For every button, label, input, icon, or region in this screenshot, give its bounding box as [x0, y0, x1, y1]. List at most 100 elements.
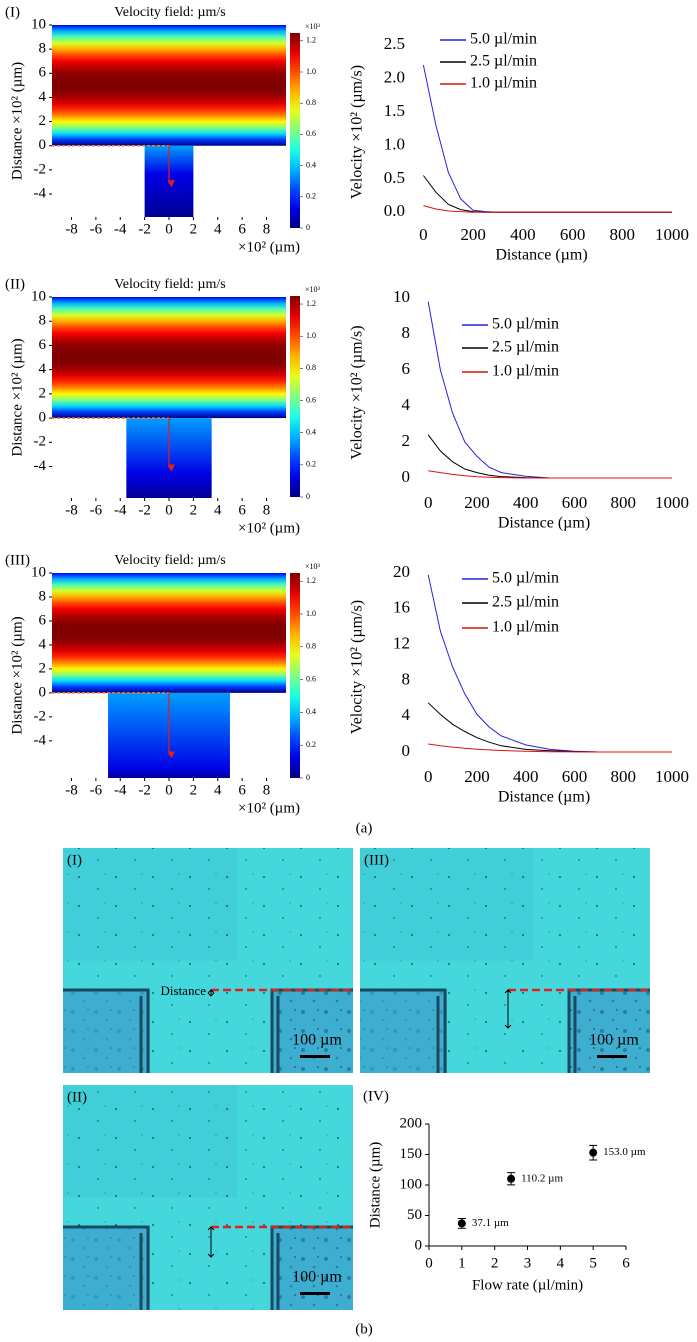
y-tick-label: 8 [39, 313, 47, 329]
micrograph: (II) 100 µm [63, 1085, 353, 1310]
colorbar-tick-label: 0.2 [306, 192, 316, 201]
legend-label: 1.0 µl/min [492, 619, 559, 636]
colorbar-tick-label: 0.2 [306, 460, 316, 469]
data-point [457, 1219, 466, 1228]
legend-label: 2.5 µl/min [470, 53, 537, 70]
panel-label: (II) [67, 1089, 87, 1105]
series-line [422, 64, 672, 213]
x-tick-label: -6 [90, 502, 103, 518]
data-label: 37.1 µm [472, 1217, 509, 1229]
y-tick-label: 6 [39, 65, 47, 81]
panel-label: (I) [67, 852, 82, 868]
x-tick-label: -4 [114, 221, 127, 237]
x-tick-label: 6 [622, 1255, 630, 1271]
x-tick-label: 2 [190, 221, 198, 237]
y-tick-label: 0 [402, 741, 411, 760]
y-tick-label: 200 [400, 1115, 423, 1131]
y-tick-label: 0 [39, 410, 47, 426]
wall-texture [63, 990, 150, 1073]
y-axis-label: Distance ×10² (µm) [9, 338, 25, 456]
y-tick-label: 0 [39, 684, 47, 700]
distance-arrow [207, 1226, 215, 1258]
y-tick-label: 10 [393, 287, 410, 306]
legend-label: 1.0 µl/min [492, 363, 559, 380]
colorbar-label: ×10³ [305, 22, 321, 31]
panel-label: (III) [364, 852, 389, 868]
micrograph: (I) Distance 100 µm [63, 848, 353, 1073]
colorbar-tick-label: 0.4 [306, 160, 316, 169]
y-tick-label: 0 [415, 1237, 423, 1253]
y-tick-label: 10 [31, 16, 46, 32]
y-tick-label: 16 [393, 598, 410, 617]
x-tick-label: -8 [65, 221, 78, 237]
y-tick-label: 6 [402, 359, 411, 378]
wall-edge [63, 988, 150, 1073]
x-tick-label: 3 [524, 1255, 532, 1271]
x-tick-label: 800 [610, 767, 636, 786]
y-tick-label: 50 [407, 1207, 422, 1223]
y-tick-label: 0.5 [384, 168, 405, 187]
wall-texture [360, 990, 447, 1073]
x-tick-label: 6 [238, 221, 246, 237]
y-tick-label: 4 [402, 705, 411, 724]
y-tick-label: 12 [393, 634, 410, 653]
series-line [428, 743, 672, 753]
y-tick-label: 4 [39, 636, 47, 652]
x-tick-label: 8 [263, 502, 271, 518]
y-tick-label: 4 [39, 361, 47, 377]
panel-label: (III) [5, 552, 30, 568]
distance-arrow [504, 989, 512, 1029]
velocity-field [52, 25, 286, 146]
figure-label: (a) [356, 820, 373, 836]
colorbar-label: ×10³ [305, 562, 321, 571]
x-tick-label: 400 [510, 225, 536, 244]
y-tick-label: -2 [34, 161, 47, 177]
y-tick-label: -4 [34, 732, 47, 748]
y-tick-label: 6 [39, 612, 47, 628]
x-tick-label: 4 [214, 502, 222, 518]
x-axis-label: ×10² (µm) [238, 800, 300, 816]
data-label: 153.0 µm [603, 1146, 646, 1158]
panel-label: (II) [5, 276, 25, 292]
colorbar-tick-label: 0.6 [306, 674, 316, 683]
colorbar-tick-label: 0 [306, 223, 310, 232]
scale-bar [300, 1055, 330, 1058]
colorbar-tick-label: 0 [306, 773, 310, 782]
x-tick-label: -2 [138, 221, 151, 237]
colorbar [290, 33, 300, 228]
x-tick-label: 2 [491, 1255, 499, 1271]
colorbar-tick-label: 0.2 [306, 740, 316, 749]
scale-bar-label: 100 µm [589, 1032, 639, 1049]
wall-texture [569, 990, 650, 1073]
y-axis-label: Distance ×10² (µm) [9, 616, 25, 734]
y-tick-label: -2 [34, 708, 47, 724]
y-tick-label: 8 [402, 323, 411, 342]
chart-title: Velocity field: µm/s [114, 553, 226, 568]
x-tick-label: 8 [263, 221, 271, 237]
colorbar-tick-label: 1.2 [306, 299, 316, 308]
figure-label: (b) [355, 1321, 373, 1337]
x-tick-label: 4 [557, 1255, 565, 1271]
y-tick-label: 100 [400, 1176, 423, 1192]
x-tick-label: 0 [424, 493, 433, 512]
x-tick-label: 6 [238, 782, 246, 798]
chart-title: Velocity field: µm/s [114, 5, 226, 20]
legend-label: 1.0 µl/min [470, 75, 537, 92]
x-tick-label: -2 [138, 502, 151, 518]
y-tick-label: 20 [393, 562, 410, 581]
y-tick-label: 6 [39, 337, 47, 353]
y-tick-label: 2 [39, 113, 47, 129]
y-tick-label: 1.0 [384, 134, 405, 153]
x-tick-label: 2 [190, 502, 198, 518]
legend-label: 2.5 µl/min [492, 594, 559, 611]
chart-title: Velocity field: µm/s [114, 277, 226, 292]
x-tick-label: 5 [589, 1255, 597, 1271]
velocity-field [52, 573, 286, 693]
colorbar-tick-label: 0.6 [306, 395, 316, 404]
wall-texture [272, 1227, 353, 1310]
legend-label: 5.0 µl/min [492, 316, 559, 333]
x-tick-label: -8 [65, 782, 78, 798]
x-tick-label: 0 [165, 782, 173, 798]
y-tick-label: 8 [39, 588, 47, 604]
